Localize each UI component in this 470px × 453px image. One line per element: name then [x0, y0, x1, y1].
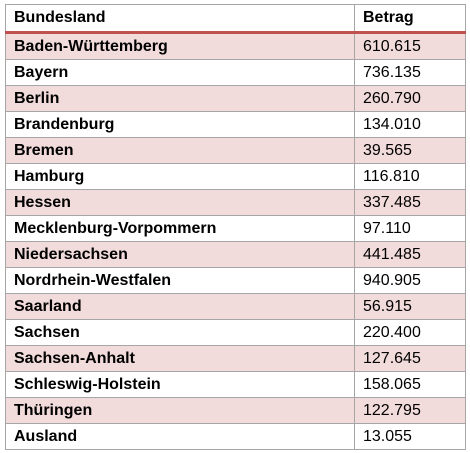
cell-state: Baden-Württemberg: [5, 32, 355, 60]
table-row: Niedersachsen 441.485: [5, 241, 466, 268]
cell-state: Berlin: [5, 85, 355, 112]
cell-state: Schleswig-Holstein: [5, 371, 355, 398]
cell-state: Bayern: [5, 59, 355, 86]
cell-amount: 260.790: [354, 85, 466, 112]
table-row: Baden-Württemberg 610.615: [5, 32, 466, 60]
table-row: Berlin 260.790: [5, 85, 466, 112]
cell-state: Hamburg: [5, 163, 355, 190]
table-row: Bayern 736.135: [5, 59, 466, 86]
cell-state: Thüringen: [5, 397, 355, 424]
cell-state: Bremen: [5, 137, 355, 164]
cell-amount: 441.485: [354, 241, 466, 268]
cell-state: Sachsen: [5, 319, 355, 346]
data-table-container: Bundesland Betrag Baden-Württemberg 610.6…: [5, 4, 466, 450]
cell-amount: 122.795: [354, 397, 466, 424]
cell-state: Brandenburg: [5, 111, 355, 138]
table-row: Mecklenburg-Vorpommern 97.110: [5, 215, 466, 242]
table-row: Hamburg 116.810: [5, 163, 466, 190]
state-amount-table: Bundesland Betrag Baden-Württemberg 610.6…: [5, 4, 466, 450]
cell-state: Ausland: [5, 423, 355, 450]
header-amount: Betrag: [354, 4, 466, 34]
cell-amount: 39.565: [354, 137, 466, 164]
cell-state: Saarland: [5, 293, 355, 320]
cell-amount: 337.485: [354, 189, 466, 216]
cell-amount: 158.065: [354, 371, 466, 398]
cell-amount: 97.110: [354, 215, 466, 242]
table-row: Bremen 39.565: [5, 137, 466, 164]
cell-state: Sachsen-Anhalt: [5, 345, 355, 372]
table-row: Nordrhein-Westfalen 940.905: [5, 267, 466, 294]
cell-amount: 940.905: [354, 267, 466, 294]
cell-amount: 736.135: [354, 59, 466, 86]
table-row: Hessen 337.485: [5, 189, 466, 216]
cell-amount: 610.615: [354, 32, 466, 60]
header-row: Bundesland Betrag: [5, 4, 466, 34]
cell-amount: 116.810: [354, 163, 466, 190]
cell-amount: 13.055: [354, 423, 466, 450]
cell-amount: 220.400: [354, 319, 466, 346]
table-row: Saarland 56.915: [5, 293, 466, 320]
cell-state: Niedersachsen: [5, 241, 355, 268]
cell-state: Nordrhein-Westfalen: [5, 267, 355, 294]
cell-state: Mecklenburg-Vorpommern: [5, 215, 355, 242]
table-row: Brandenburg 134.010: [5, 111, 466, 138]
cell-amount: 134.010: [354, 111, 466, 138]
table-row: Schleswig-Holstein 158.065: [5, 371, 466, 398]
table-row: Sachsen 220.400: [5, 319, 466, 346]
cell-amount: 127.645: [354, 345, 466, 372]
table-row: Thüringen 122.795: [5, 397, 466, 424]
table-row: Sachsen-Anhalt 127.645: [5, 345, 466, 372]
cell-state: Hessen: [5, 189, 355, 216]
header-state: Bundesland: [5, 4, 355, 34]
cell-amount: 56.915: [354, 293, 466, 320]
table-body: Baden-Württemberg 610.615 Bayern 736.135 Ber…: [5, 32, 466, 450]
table-row: Ausland 13.055: [5, 423, 466, 450]
